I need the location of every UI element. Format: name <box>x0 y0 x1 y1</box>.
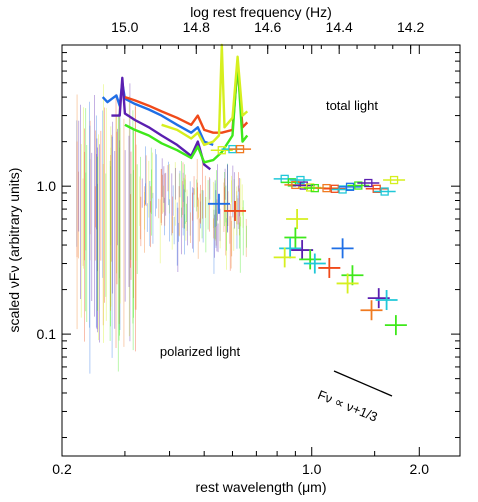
total-photometry-point <box>372 184 381 193</box>
total-photometry-point <box>380 187 389 196</box>
polarized-light-annotation: polarized light <box>160 344 241 359</box>
total-photometry-point <box>217 146 226 155</box>
y-axis-title: scaled νFν (arbitrary units) <box>6 168 22 333</box>
x2-tick-label: 14.8 <box>183 19 210 35</box>
x-axis-title: rest wavelength (μm) <box>196 479 327 495</box>
x2-axis-title: log rest frequency (Hz) <box>190 4 332 20</box>
total-photometry-point <box>235 144 245 154</box>
total-spectrum-line <box>161 43 249 147</box>
power-law-slope-line <box>333 370 393 397</box>
y-tick-label: 0.1 <box>37 326 57 342</box>
total-photometry-point <box>364 178 373 188</box>
photometry-points <box>207 144 407 336</box>
x-tick-label: 1.0 <box>302 461 322 477</box>
x2-tick-label: 14.6 <box>254 19 281 35</box>
total-spectrum-line <box>101 81 214 147</box>
x-tick-label: 0.2 <box>52 461 72 477</box>
total-light-annotation: total light <box>326 98 378 113</box>
polarized-spectra-noise <box>76 83 247 374</box>
axis-ticks: 0.2 1.0 2.0 15.0 14.8 14.6 14.4 14.2 1.0 0.1 <box>37 19 460 477</box>
x2-tick-label: 15.0 <box>111 19 138 35</box>
plot-frame <box>61 44 461 457</box>
total-spectrum-line <box>111 76 212 171</box>
y-tick-label: 1.0 <box>37 178 57 194</box>
x2-tick-label: 14.4 <box>326 19 353 35</box>
power-law-annotation: Fν ∝ ν+1/3 <box>316 387 380 425</box>
x2-tick-label: 14.2 <box>397 19 424 35</box>
total-photometry-point <box>345 182 355 191</box>
x-tick-label: 2.0 <box>410 461 430 477</box>
total-photometry-point <box>354 181 363 190</box>
total-photometry-point <box>389 175 399 185</box>
total-light-spectra <box>101 43 249 171</box>
